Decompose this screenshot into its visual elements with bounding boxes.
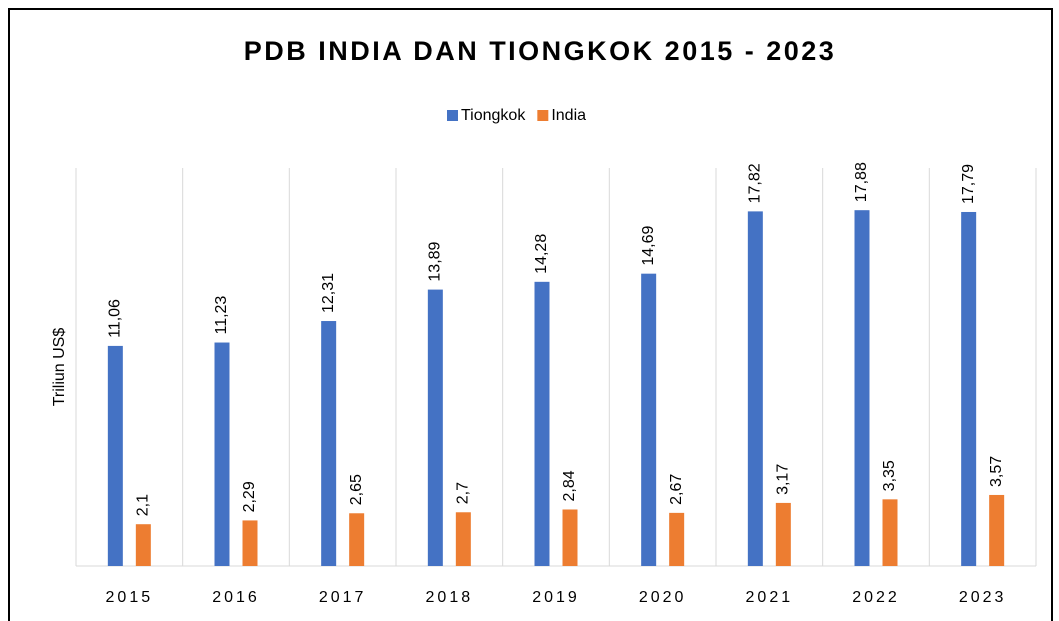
x-tick-label: 2019	[532, 589, 580, 606]
value-label: 17,88	[853, 162, 870, 202]
value-label: 2,1	[135, 494, 152, 516]
x-tick-label: 2015	[106, 589, 154, 606]
bar	[135, 524, 151, 566]
value-label: 17,79	[960, 164, 977, 204]
bar	[775, 502, 791, 566]
chart-title: PDB INDIA DAN TIONGKOK 2015 - 2023	[244, 36, 837, 66]
legend-swatch	[447, 110, 458, 121]
value-label: 11,23	[213, 296, 230, 335]
x-tick-label: 2020	[639, 589, 687, 606]
x-tick-label: 2016	[212, 589, 260, 606]
bar	[107, 345, 123, 566]
x-tick-label: 2017	[319, 589, 367, 606]
value-label: 2,84	[561, 470, 578, 501]
value-label: 3,17	[775, 464, 792, 495]
value-label: 2,29	[241, 481, 258, 512]
x-tick-label: 2022	[852, 589, 900, 606]
bar	[321, 321, 337, 566]
value-label: 11,06	[107, 299, 124, 338]
legend: Tiongkok India	[447, 107, 586, 124]
legend-swatch	[537, 110, 549, 121]
legend-label: India	[551, 107, 586, 124]
value-label: 3,57	[988, 456, 1005, 487]
bar	[882, 499, 898, 566]
value-label: 3,35	[881, 460, 898, 491]
x-tick-label: 2018	[426, 589, 474, 606]
x-tick-label: 2023	[959, 589, 1007, 606]
bar	[989, 494, 1005, 566]
bar	[349, 513, 365, 566]
bar	[669, 512, 685, 566]
legend-label: Tiongkok	[461, 107, 526, 124]
value-label: 14,28	[533, 234, 550, 274]
bar	[534, 281, 550, 566]
value-label: 12,31	[320, 273, 337, 313]
value-label: 13,89	[427, 241, 444, 281]
bar	[562, 509, 578, 566]
value-label: 17,82	[747, 163, 764, 203]
bar	[214, 342, 230, 566]
bar	[427, 289, 443, 566]
x-tick-label: 2021	[746, 589, 794, 606]
bar	[854, 210, 870, 567]
bar	[242, 520, 258, 566]
value-label: 2,7	[455, 482, 472, 504]
value-label: 14,69	[640, 226, 657, 266]
bar	[747, 211, 763, 566]
bar	[641, 273, 657, 566]
value-label: 2,65	[348, 474, 365, 505]
value-label: 2,67	[668, 474, 685, 505]
y-axis-label: Triliun US$	[51, 328, 68, 407]
bar	[961, 211, 977, 566]
bar	[455, 512, 471, 566]
